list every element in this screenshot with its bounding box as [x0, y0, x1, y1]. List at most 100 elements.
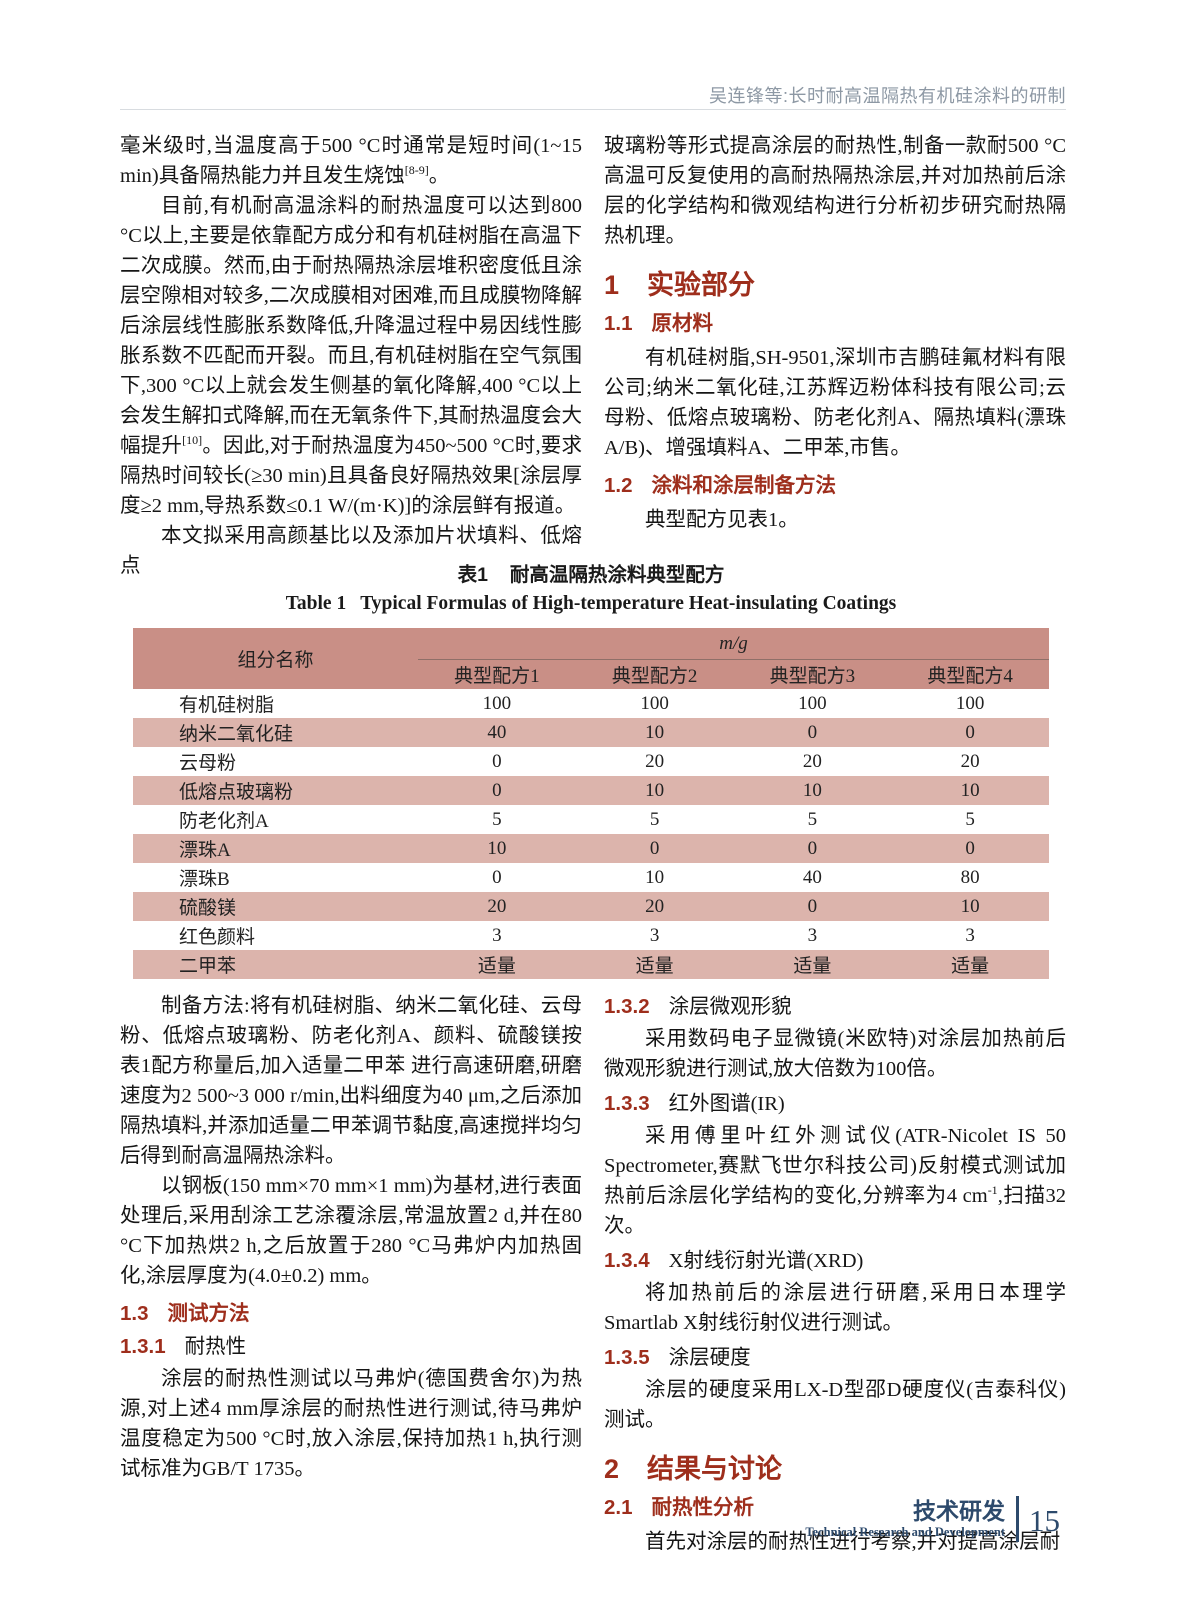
table-row: 红色颜料 3 3 3 3	[133, 921, 1049, 950]
subsection-heading-2-1: 2.1 耐热性分析	[604, 1495, 1066, 1521]
cell-value: 20	[645, 750, 665, 772]
section-number: 1.2	[604, 474, 633, 497]
table-row: 有机硅树脂 100 100 100 100	[133, 689, 1049, 718]
section-title: 结果与讨论	[647, 1454, 783, 1484]
page-number: 15	[1029, 1503, 1060, 1538]
paragraph-text: 制备方法:将有机硅树脂、纳米二氧化硅、云母粉、低熔点玻璃粉、防老化剂A、颜料、硫…	[120, 995, 582, 1167]
row-label: 低熔点玻璃粉	[133, 776, 418, 805]
left-column-bottom: 制备方法:将有机硅树脂、纳米二氧化硅、云母粉、低熔点玻璃粉、防老化剂A、颜料、硫…	[120, 991, 582, 1557]
cell-value: 适量	[418, 950, 576, 979]
table-head: 组分名称 m/g 典型配方1 典型配方2 典型配方3 典型配方4	[133, 628, 1049, 689]
cell-value: 0	[575, 834, 734, 863]
formula-table: 组分名称 m/g 典型配方1 典型配方2 典型配方3 典型配方4 有机硅树脂 1…	[133, 628, 1049, 979]
paragraph-text: 典型配方见表1。	[645, 509, 799, 531]
cell-value: 100	[798, 692, 827, 714]
cell-value: 10	[733, 776, 892, 805]
row-label: 二甲苯	[133, 950, 418, 979]
right-column-top: 玻璃粉等形式提高涂层的耐热性,制备一款耐500 °C高温可反复使用的高耐热隔热涂…	[604, 131, 1066, 581]
section-title: 耐热性	[184, 1336, 247, 1358]
paragraph-objective: 本文拟采用高颜基比以及添加片状填料、低熔点	[120, 521, 582, 581]
paragraph-microscopy: 采用数码电子显微镜(米欧特)对涂层加热前后微观形貌进行测试,放大倍数为100倍。	[604, 1024, 1066, 1084]
paragraph-text: 涂层的硬度采用LX-D型邵D硬度仪(吉泰科仪)测试。	[604, 1379, 1066, 1431]
header-cell-formula-4: 典型配方4	[891, 659, 1049, 689]
paragraph-text: ,扫描32次。	[604, 1185, 1067, 1237]
section-number: 1.3.4	[604, 1249, 650, 1272]
paragraph-objective-continued: 玻璃粉等形式提高涂层的耐热性,制备一款耐500 °C高温可反复使用的高耐热隔热涂…	[604, 131, 1066, 251]
paragraph-text: 采用数码电子显微镜(米欧特)对涂层加热前后微观形貌进行测试,放大倍数为100倍。	[604, 1028, 1066, 1080]
table-caption-label: 表1	[457, 564, 488, 586]
cell-value: 10	[575, 718, 734, 747]
paragraph-text: 玻璃粉等形式提高涂层的耐热性,制备一款耐500 °C高温可反复使用的高耐热隔热涂…	[604, 135, 1066, 247]
paragraph-text: 本文拟采用高颜基比以及添加片状填料、低熔点	[120, 525, 582, 577]
section-number: 1.3.1	[120, 1335, 166, 1358]
section-title: 耐热性分析	[651, 1496, 755, 1519]
citation-ref: [10]	[182, 433, 203, 448]
cell-value: 0	[891, 834, 1049, 863]
section-title: 实验部分	[647, 270, 756, 300]
section-number: 2	[604, 1454, 620, 1484]
table-caption-en: Table 1 Typical Formulas of High-temperat…	[133, 593, 1049, 615]
table-row: 防老化剂A 5 5 5 5	[133, 805, 1049, 834]
cell-value: 5	[649, 808, 660, 830]
row-label: 漂珠B	[179, 869, 230, 890]
cell-value: 适量	[891, 950, 1049, 979]
section-number: 1.3.5	[604, 1346, 650, 1369]
row-label: 纳米二氧化硅	[133, 718, 418, 747]
section-number: 1	[604, 270, 620, 300]
cell-value: 0	[733, 834, 892, 863]
cell-value: 20	[960, 750, 980, 772]
subsubsection-heading-1-3-2: 1.3.2 涂层微观形貌	[604, 993, 1066, 1021]
header-cell-formula-1: 典型配方1	[418, 659, 576, 689]
cell-value: 20	[575, 892, 734, 921]
section-title: 测试方法	[167, 1302, 250, 1325]
left-column-top: 毫米级时,当温度高于500 °C时通常是短时间(1~15 min)具备隔热能力并…	[120, 131, 582, 581]
section-title: 原材料	[651, 312, 714, 335]
cell-value: 适量	[575, 950, 734, 979]
row-label: 漂珠A	[133, 834, 418, 863]
paragraph-raw-materials: 有机硅树脂,SH-9501,深圳市吉鹏硅氟材料有限公司;纳米二氧化硅,江苏辉迈粉…	[604, 343, 1066, 463]
table-row: 硫酸镁 20 20 0 10	[133, 892, 1049, 921]
section-number: 2.1	[604, 1496, 633, 1519]
section-title: 涂料和涂层制备方法	[651, 474, 837, 497]
citation-ref: [8-9]	[404, 163, 429, 178]
paragraph-text: 有机硅树脂,SH-9501,深圳市吉鹏硅氟材料有限公司;纳米二氧化硅,江苏辉迈粉…	[604, 347, 1066, 459]
table-row: 二甲苯 适量 适量 适量 适量	[133, 950, 1049, 979]
section-title: 涂层微观形貌	[668, 996, 792, 1018]
table-row: 低熔点玻璃粉 0 10 10 10	[133, 776, 1049, 805]
table-caption-text: Typical Formulas of High-temperature Hea…	[360, 593, 897, 614]
section-title: 涂层硬度	[668, 1347, 751, 1369]
footer-section-cn: 技术研发	[913, 1497, 1005, 1524]
row-label: 云母粉	[179, 753, 237, 774]
paragraph-hardness: 涂层的硬度采用LX-D型邵D硬度仪(吉泰科仪)测试。	[604, 1375, 1066, 1435]
table-header-row: 典型配方1 典型配方2 典型配方3 典型配方4	[133, 659, 1049, 689]
section-number: 1.3.3	[604, 1092, 650, 1115]
cell-value: 100	[640, 692, 669, 714]
table-body: 有机硅树脂 100 100 100 100 纳米二氧化硅 40 10 0 0 云…	[133, 689, 1049, 979]
page-footer: 技术研发 Technical Research and Development …	[805, 1496, 1060, 1542]
footer-divider-bar	[1016, 1496, 1019, 1542]
superscript-exponent: -1	[987, 1183, 998, 1198]
paragraph-text: 涂层的耐热性测试以马弗炉(德国费舍尔)为热源,对上述4 mm厚涂层的耐热性进行测…	[120, 1368, 582, 1480]
cell-value: 100	[482, 692, 512, 714]
cell-value: 10	[645, 866, 665, 888]
section-title: X射线衍射光谱(XRD)	[668, 1250, 864, 1272]
cell-value: 3	[807, 924, 818, 946]
paragraph-text: 采用傅里叶红外测试仪(ATR-Nicolet IS 50 Spectromete…	[604, 1125, 1066, 1207]
row-label: 有机硅树脂	[179, 695, 275, 716]
bottom-columns: 制备方法:将有机硅树脂、纳米二氧化硅、云母粉、低熔点玻璃粉、防老化剂A、颜料、硫…	[120, 991, 1066, 1557]
table-caption-cn: 表1 耐高温隔热涂料典型配方	[133, 558, 1049, 587]
row-label: 红色颜料	[179, 927, 256, 948]
table-block: 表1 耐高温隔热涂料典型配方 Table 1 Typical Formulas of…	[133, 558, 1049, 979]
cell-value: 0	[418, 776, 576, 805]
cell-value: 5	[807, 808, 818, 830]
paragraph-results-intro: 首先对涂层的耐热性进行考察,并对提高涂层耐	[604, 1527, 1066, 1557]
cell-value: 3	[649, 924, 660, 946]
paragraph-substrate: 以钢板(150 mm×70 mm×1 mm)为基材,进行表面处理后,采用刮涂工艺…	[120, 1171, 582, 1291]
cell-value: 10	[575, 776, 734, 805]
header-cell-formula-3: 典型配方3	[733, 659, 892, 689]
cell-value: 适量	[733, 950, 892, 979]
footer-section-en: Technical Research and Development	[805, 1524, 1005, 1539]
header-cell-unit: m/g	[418, 628, 1049, 660]
subsection-heading-1-1: 1.1 原材料	[604, 311, 1066, 337]
table-row: 纳米二氧化硅 40 10 0 0	[133, 718, 1049, 747]
